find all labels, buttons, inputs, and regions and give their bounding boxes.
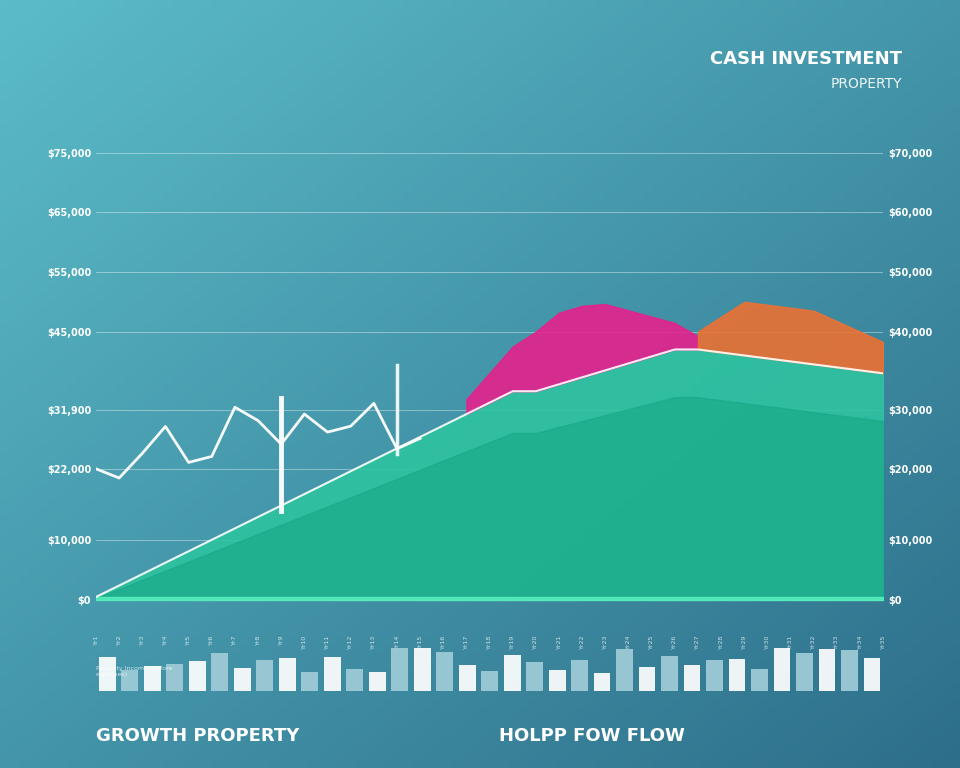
Bar xyxy=(616,649,633,691)
Bar xyxy=(841,650,858,691)
Text: PROPERTY: PROPERTY xyxy=(831,77,902,91)
Bar xyxy=(278,657,296,691)
Bar xyxy=(729,659,745,691)
Bar xyxy=(144,666,160,691)
Bar xyxy=(796,653,813,691)
Bar xyxy=(301,672,318,691)
Bar xyxy=(571,660,588,691)
Bar xyxy=(661,656,678,691)
Bar xyxy=(819,648,835,691)
Bar xyxy=(347,669,363,691)
Bar xyxy=(548,670,565,691)
Bar xyxy=(391,648,408,691)
Bar xyxy=(638,667,656,691)
Bar xyxy=(481,671,498,691)
Bar xyxy=(99,657,116,691)
Bar xyxy=(324,657,341,691)
Bar xyxy=(189,661,205,691)
Bar xyxy=(863,657,880,691)
Bar xyxy=(256,660,273,691)
Bar xyxy=(526,662,543,691)
Bar xyxy=(234,668,251,691)
Bar xyxy=(684,665,701,691)
Bar xyxy=(121,670,138,691)
Bar xyxy=(211,653,228,691)
Bar xyxy=(751,669,768,691)
Bar xyxy=(459,665,475,691)
Bar xyxy=(593,673,611,691)
Bar xyxy=(706,660,723,691)
Bar xyxy=(504,655,520,691)
Text: GROWTH PROPERTY: GROWTH PROPERTY xyxy=(96,727,300,745)
Text: HOLPP FOW FLOW: HOLPP FOW FLOW xyxy=(499,727,685,745)
Bar xyxy=(166,664,183,691)
Text: CASH INVESTMENT: CASH INVESTMENT xyxy=(710,50,902,68)
Text: Property Income (before
expenses): Property Income (before expenses) xyxy=(96,666,173,677)
Bar xyxy=(369,672,386,691)
Bar xyxy=(436,652,453,691)
Bar xyxy=(414,647,430,691)
Bar xyxy=(774,647,790,691)
